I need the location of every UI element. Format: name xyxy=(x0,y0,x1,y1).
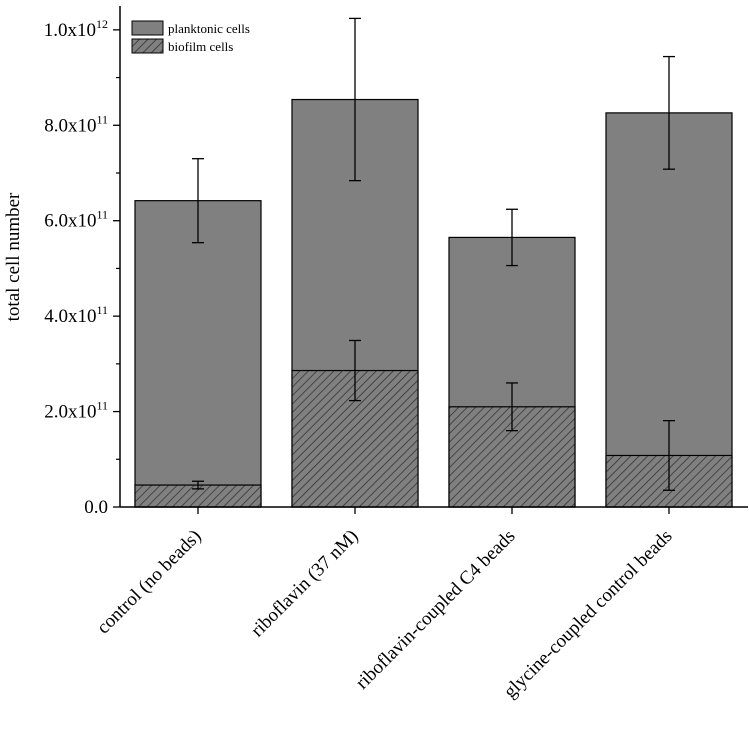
x-category-label: riboflavin-coupled C4 beads xyxy=(352,526,520,694)
legend: planktonic cells biofilm cells xyxy=(131,20,250,54)
legend-label-planktonic: planktonic cells xyxy=(168,21,250,36)
legend-swatch-biofilm xyxy=(131,38,164,54)
legend-label-biofilm: biofilm cells xyxy=(168,39,233,54)
bar-planktonic xyxy=(134,200,262,508)
x-category-label: riboflavin (37 nM) xyxy=(247,526,363,642)
x-category-label: control (no beads) xyxy=(93,526,206,639)
axes xyxy=(119,6,748,508)
bars-layer xyxy=(134,98,733,508)
y-tick-label: 6.0x1011 xyxy=(44,208,108,232)
y-tick-label: 2.0x1011 xyxy=(44,399,108,423)
y-tick-label: 1.0x1012 xyxy=(44,17,108,41)
x-ticks: control (no beads) riboflavin (37 nM)ribo… xyxy=(93,507,677,702)
y-tick-label: 4.0x1011 xyxy=(44,303,108,327)
y-ticks: 0.0 2.0x1011 4.0x1011 6.0x1011 8.0x1011 1.0x1… xyxy=(44,17,120,518)
legend-swatch-planktonic xyxy=(131,20,164,36)
y-tick-label: 8.0x1011 xyxy=(44,112,108,136)
x-category-label: glycine-coupled control beads xyxy=(500,526,677,703)
y-axis-title: total cell number xyxy=(3,192,24,321)
y-tick-label: 0.0 xyxy=(84,497,108,518)
error-bars-layer xyxy=(192,17,675,491)
